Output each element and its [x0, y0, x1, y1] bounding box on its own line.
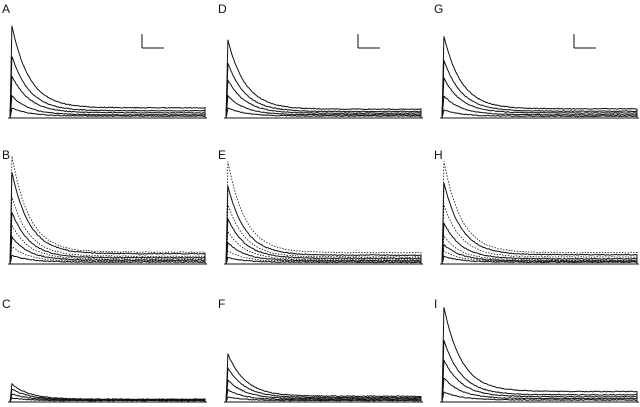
trace-a-1 [9, 25, 206, 119]
trace-h-5 [441, 234, 638, 265]
trace-b-2 [9, 172, 206, 265]
trace-c-1 [9, 382, 206, 403]
trace-d-4 [225, 94, 422, 119]
trace-i-1 [441, 307, 638, 403]
trace-h-1 [441, 161, 638, 265]
trace-b-7 [9, 246, 206, 264]
trace-b-3 [9, 196, 206, 264]
trace-d-5 [225, 107, 422, 119]
trace-b-4 [9, 212, 206, 265]
trace-h-2 [441, 182, 638, 264]
trace-g-1 [441, 36, 638, 118]
panel-label-h: H [434, 148, 443, 162]
trace-d-2 [225, 63, 422, 119]
trace-h-3 [441, 204, 638, 265]
trace-e-7 [225, 250, 422, 264]
trace-i-5 [441, 391, 638, 403]
trace-a-5 [9, 107, 206, 119]
trace-g-5 [441, 109, 638, 118]
trace-i-3 [441, 359, 638, 403]
trace-f-5 [225, 396, 422, 403]
trace-e-8 [225, 256, 422, 265]
panel-label-d: D [218, 2, 227, 16]
trace-d-1 [225, 39, 422, 118]
panel-label-i: I [434, 297, 438, 311]
panel-label-a: A [2, 2, 11, 16]
trace-g-4 [441, 95, 638, 119]
panel-label-c: C [2, 297, 11, 311]
trace-b-8 [9, 254, 206, 265]
trace-h-6 [441, 244, 638, 265]
trace-g-2 [441, 59, 638, 119]
panel-label-f: F [218, 297, 226, 311]
trace-f-3 [225, 378, 422, 403]
trace-a-3 [9, 75, 206, 119]
trace-f-1 [225, 353, 422, 403]
trace-e-5 [225, 229, 422, 264]
trace-h-4 [441, 222, 638, 264]
trace-e-1 [225, 161, 422, 265]
trace-c-4 [9, 397, 206, 402]
trace-b-6 [9, 234, 206, 265]
trace-e-4 [225, 218, 422, 265]
panel-label-b: B [2, 148, 11, 162]
trace-h-8 [441, 255, 638, 265]
trace-f-2 [225, 366, 422, 402]
trace-d-3 [225, 79, 422, 118]
trace-a-2 [9, 56, 206, 118]
panel-label-g: G [434, 2, 444, 16]
trace-b-5 [9, 223, 206, 264]
trace-e-6 [225, 241, 422, 265]
trace-a-4 [9, 94, 206, 118]
trace-i-4 [441, 377, 638, 402]
trace-e-2 [225, 185, 422, 265]
trace-h-7 [441, 250, 638, 265]
trace-i-2 [441, 339, 638, 403]
panel-label-e: E [218, 148, 227, 162]
trace-g-3 [441, 76, 638, 118]
